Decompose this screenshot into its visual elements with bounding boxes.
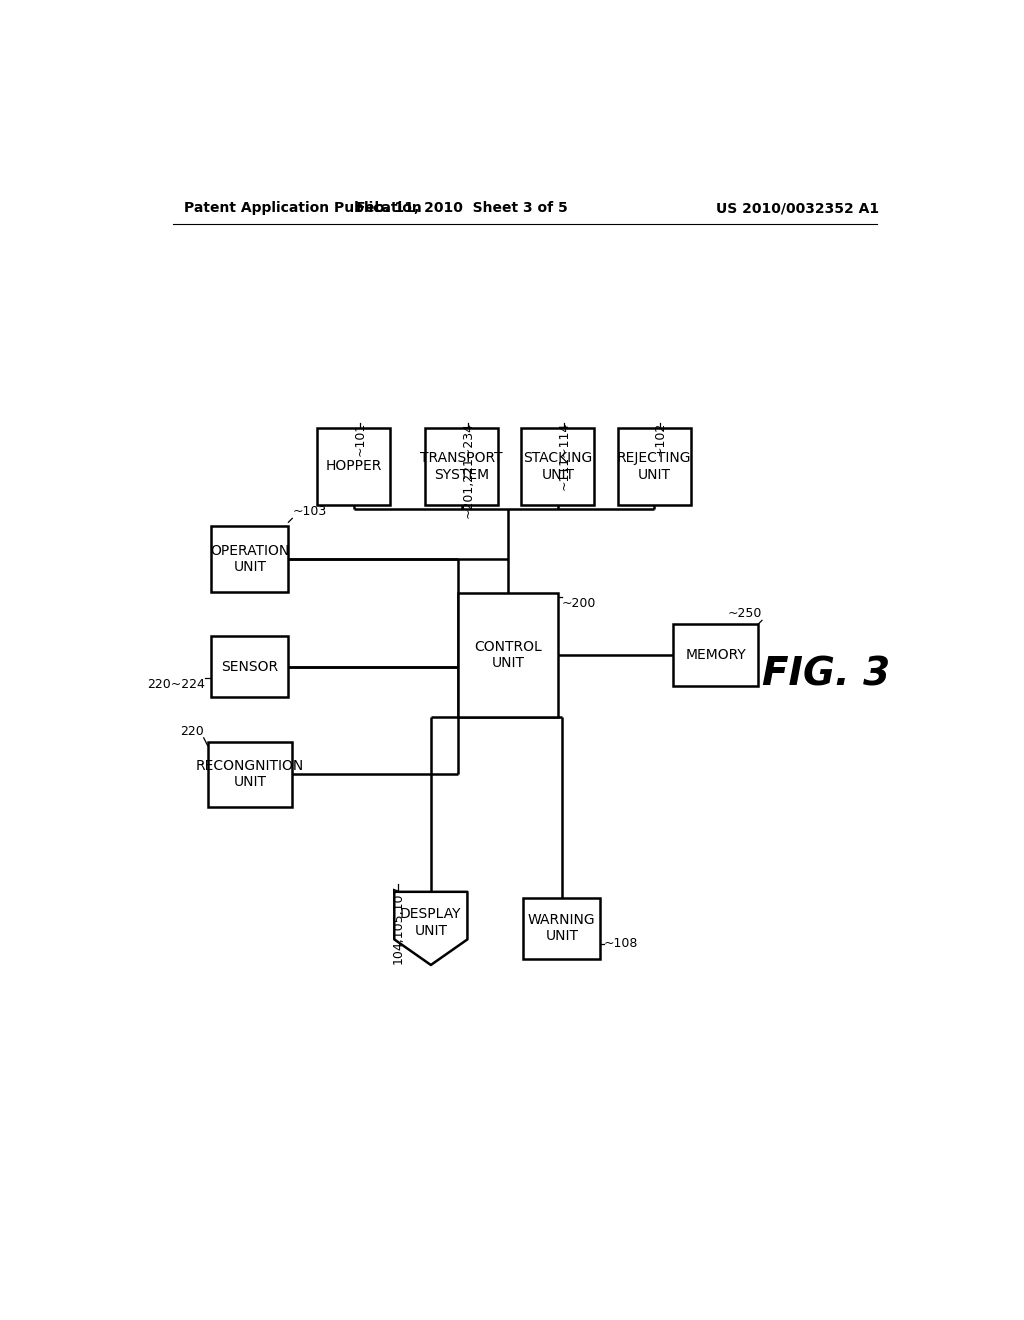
Text: TRANSPORT
SYSTEM: TRANSPORT SYSTEM — [420, 451, 503, 482]
Text: 220~224: 220~224 — [147, 678, 205, 692]
Text: ~201,221~234: ~201,221~234 — [462, 422, 474, 517]
Text: WARNING
UNIT: WARNING UNIT — [528, 913, 596, 944]
Bar — [458, 594, 558, 717]
Bar — [211, 527, 289, 591]
Text: REJECTING
UNIT: REJECTING UNIT — [616, 451, 691, 482]
Bar — [208, 742, 292, 807]
Polygon shape — [394, 892, 467, 965]
Text: DESPLAY
UNIT: DESPLAY UNIT — [400, 907, 462, 937]
Bar — [425, 428, 499, 506]
Bar — [521, 428, 595, 506]
Text: RECONGNITION
UNIT: RECONGNITION UNIT — [196, 759, 304, 789]
Text: FIG. 3: FIG. 3 — [762, 655, 890, 693]
Text: ~101: ~101 — [353, 422, 367, 455]
Bar — [674, 624, 758, 686]
Text: HOPPER: HOPPER — [326, 459, 382, 474]
Bar — [317, 428, 390, 506]
Text: Feb. 11, 2010  Sheet 3 of 5: Feb. 11, 2010 Sheet 3 of 5 — [355, 202, 567, 215]
Text: Patent Application Publication: Patent Application Publication — [184, 202, 422, 215]
Text: ~200: ~200 — [562, 597, 596, 610]
Text: ~111~114: ~111~114 — [558, 422, 570, 490]
Text: OPERATION
UNIT: OPERATION UNIT — [210, 544, 290, 574]
Text: STACKING
UNIT: STACKING UNIT — [523, 451, 593, 482]
Text: 104,105,107: 104,105,107 — [391, 884, 404, 964]
Text: SENSOR: SENSOR — [221, 660, 279, 673]
Bar — [617, 428, 691, 506]
Text: 220: 220 — [180, 725, 204, 738]
Text: MEMORY: MEMORY — [685, 648, 746, 663]
Bar — [211, 636, 289, 697]
Text: US 2010/0032352 A1: US 2010/0032352 A1 — [716, 202, 879, 215]
Text: ~250: ~250 — [728, 607, 762, 620]
Text: CONTROL
UNIT: CONTROL UNIT — [474, 640, 542, 671]
Text: ~108: ~108 — [604, 937, 639, 950]
Text: ~102: ~102 — [653, 422, 667, 455]
Text: ~103: ~103 — [292, 506, 327, 519]
Bar — [523, 898, 600, 960]
